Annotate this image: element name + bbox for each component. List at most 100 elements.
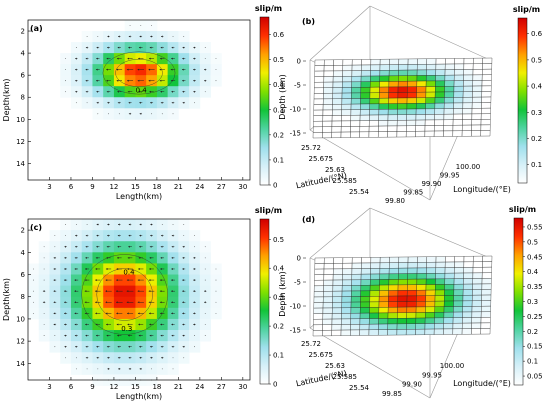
slip-vector-head — [138, 46, 141, 49]
colorbar-tick-label: 0.6 — [273, 31, 285, 39]
fault-cell — [342, 70, 353, 77]
y-axis-label: Depth(km) — [2, 278, 11, 321]
fault-cell — [368, 125, 379, 132]
slip-vector-head — [171, 267, 173, 270]
slip-vector-head — [105, 301, 108, 304]
fault-cell — [482, 261, 493, 268]
fault-cell — [323, 263, 334, 270]
slip-vector-head — [63, 290, 66, 293]
fault-cell — [445, 58, 455, 65]
y-tick-label: 8 — [21, 293, 25, 301]
fault-cell — [425, 289, 436, 296]
slip-vector — [118, 113, 120, 115]
box-edge — [309, 207, 371, 259]
lat-tick-label: 25.675 — [309, 351, 334, 359]
slip-vector — [65, 58, 66, 60]
slip-vector-head — [116, 68, 119, 71]
x-axis-label: Length(km) — [116, 392, 162, 401]
fault-cell — [424, 328, 435, 335]
fault-cell — [397, 312, 407, 319]
fault-cell — [405, 329, 416, 336]
fault-cell — [481, 102, 492, 109]
fault-cell — [452, 317, 463, 324]
slip-vector-head — [171, 345, 174, 348]
fault-cell — [331, 329, 342, 336]
fault-cell — [350, 109, 361, 116]
fault-cell — [397, 279, 408, 286]
slip-vector-head — [137, 301, 140, 304]
slip-vector-head — [105, 279, 108, 282]
fault-cell — [443, 102, 454, 109]
fault-cell — [369, 307, 380, 314]
fault-cell — [463, 267, 474, 274]
fault-cell — [351, 92, 361, 99]
fault-cell — [472, 294, 482, 301]
x-tick-label: 15 — [131, 383, 140, 391]
lon-tick-label: 99.85 — [403, 189, 423, 197]
fault-cell — [406, 317, 417, 324]
fault-cell — [323, 76, 334, 83]
fault-cell — [313, 302, 324, 309]
fault-cell — [387, 318, 398, 325]
slip-vector-head — [148, 301, 151, 304]
slip-vector-head — [106, 79, 108, 82]
fault-cell — [471, 311, 482, 318]
fault-cell — [361, 64, 371, 71]
fault-cell — [370, 70, 381, 77]
fault-cell — [322, 313, 333, 320]
fault-cell — [323, 70, 334, 77]
fault-cell — [425, 301, 436, 308]
fault-cell — [425, 108, 435, 115]
fault-cell — [351, 285, 362, 292]
fault-cell — [360, 273, 371, 280]
slip-vector — [172, 357, 174, 359]
slip-vector-head — [63, 301, 66, 304]
slip-vector-head — [160, 345, 163, 348]
slip-vector-head — [128, 234, 131, 237]
fault-cell — [341, 87, 352, 94]
fault-cell — [351, 64, 362, 71]
slip-vector — [43, 268, 45, 270]
fault-cell — [407, 256, 418, 263]
slip-vector-head — [117, 356, 120, 359]
fault-cell — [443, 328, 454, 335]
colorbar-tick-label: 0.4 — [531, 83, 543, 91]
fault-cell — [425, 284, 436, 291]
fault-cell — [453, 272, 464, 279]
fault-cell — [435, 69, 446, 76]
fault-cell — [453, 278, 464, 285]
fault-cell — [396, 329, 407, 336]
fault-cell — [332, 87, 343, 94]
slip-vector-head — [204, 68, 206, 71]
fault-cell — [398, 256, 409, 263]
fault-cell — [415, 306, 426, 313]
fault-cell — [388, 273, 399, 280]
fault-cell — [471, 108, 482, 115]
colorbar-gradient — [517, 17, 528, 184]
slip-vector-head — [117, 90, 119, 93]
fault-cell — [398, 75, 408, 82]
fault-cell — [435, 63, 446, 70]
slip-map-c: 0.30.43 6 9 12 15 18 21 24 27 302468101214Length(… — [2, 218, 251, 401]
slip-vector-head — [96, 223, 99, 226]
fault-cell — [462, 317, 472, 324]
fault-cell — [454, 58, 465, 65]
z-tick-label: -10 — [290, 303, 301, 311]
slip-vector-head — [107, 223, 109, 226]
fault-cell — [359, 312, 370, 319]
slip-vector-head — [161, 35, 163, 38]
fault-cell — [398, 273, 408, 280]
fault-cell — [370, 81, 380, 88]
fault-cell — [425, 86, 436, 93]
slip-vector-head — [160, 90, 162, 93]
slip-vector-head — [75, 79, 77, 82]
slip-vector — [172, 224, 174, 225]
slip-vector — [32, 312, 34, 314]
x-tick-label: 27 — [217, 183, 226, 191]
fault-cell — [481, 96, 492, 103]
slip-vector-head — [127, 57, 130, 60]
fault-cell — [444, 295, 454, 302]
fault-cell — [415, 119, 426, 126]
fault-cell — [370, 273, 380, 280]
slip-vector-head — [95, 334, 98, 337]
